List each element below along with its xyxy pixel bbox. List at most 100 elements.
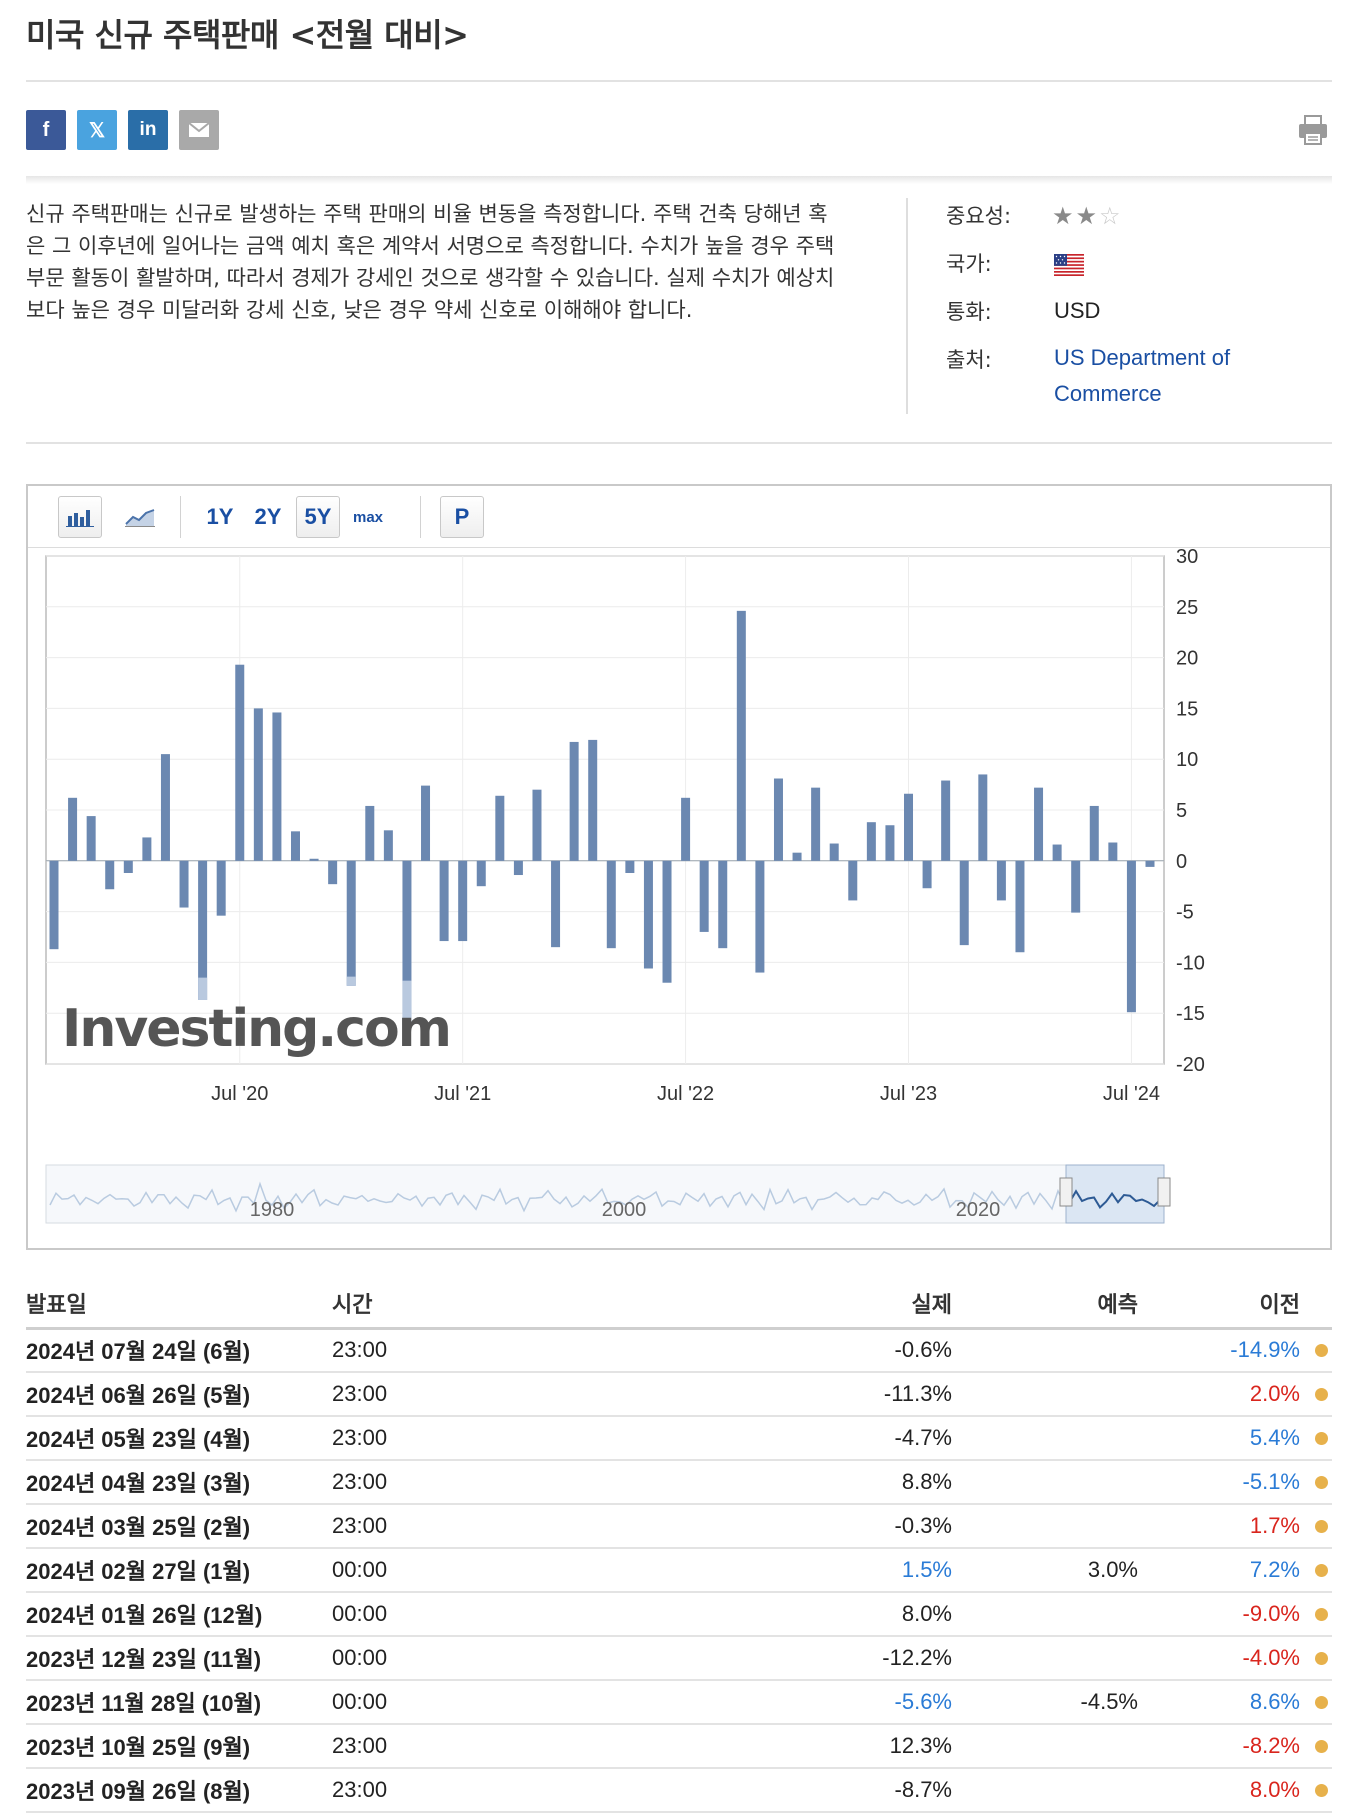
table-row: 2023년 09월 26일 (8월) 23:00 -8.7% 8.0% [26, 1768, 1332, 1813]
facebook-icon[interactable]: f [26, 110, 66, 150]
previous-cell: 1.7% [1138, 1504, 1300, 1549]
chart-bar[interactable] [49, 860, 59, 950]
chart-bar[interactable] [365, 805, 375, 861]
chart-bar[interactable] [495, 795, 505, 861]
chart-toolbar: 1Y 2Y 5Y max P [28, 486, 1330, 548]
chart-bar[interactable] [216, 860, 226, 916]
chart-navigator[interactable]: 1980 2000 2020 [45, 1164, 1171, 1224]
header-release-date[interactable]: 발표일 [26, 1280, 332, 1330]
chart-bar[interactable] [1108, 842, 1118, 861]
chart-bar[interactable] [588, 739, 598, 861]
chart-bar[interactable] [662, 860, 672, 983]
chart-bar[interactable] [885, 825, 895, 861]
chart-bar[interactable] [421, 785, 431, 861]
navigator-left-handle[interactable] [1059, 1177, 1073, 1207]
chart-bar[interactable] [458, 860, 468, 942]
chart-bar[interactable] [160, 754, 170, 861]
chart-bar[interactable] [792, 852, 802, 861]
linkedin-icon[interactable]: in [128, 110, 168, 150]
chart-bar[interactable] [643, 860, 653, 969]
revision-dot-icon[interactable] [1315, 1696, 1328, 1709]
chart-bar[interactable] [1071, 860, 1081, 913]
chart-bar[interactable] [848, 860, 858, 901]
print-icon[interactable] [1298, 114, 1328, 146]
twitter-icon[interactable]: 𝕏 [77, 110, 117, 150]
chart-bar[interactable] [699, 860, 709, 932]
chart-bar[interactable] [235, 664, 245, 861]
chart-bar[interactable] [551, 860, 561, 948]
chart-bar[interactable] [290, 831, 300, 861]
revision-dot-icon[interactable] [1315, 1432, 1328, 1445]
chart-bar[interactable] [606, 860, 616, 949]
bar-chart-icon[interactable] [58, 496, 102, 538]
forecast-cell [952, 1504, 1138, 1549]
chart-bar[interactable] [718, 860, 728, 949]
chart-bar[interactable] [1089, 805, 1099, 861]
chart-bar[interactable] [272, 712, 282, 861]
revision-dot-icon[interactable] [1315, 1520, 1328, 1533]
range-max-button[interactable]: max [352, 508, 384, 526]
header-time[interactable]: 시간 [332, 1280, 652, 1330]
header-previous[interactable]: 이전 [1138, 1280, 1300, 1330]
revision-dot-icon[interactable] [1315, 1784, 1328, 1797]
area-chart-icon[interactable] [118, 496, 162, 538]
range-2y-button[interactable]: 2Y [254, 504, 282, 529]
revision-dot-icon[interactable] [1315, 1344, 1328, 1358]
chart-bar[interactable] [569, 741, 579, 861]
range-5y-button[interactable]: 5Y [296, 496, 340, 538]
chart-bar[interactable] [532, 789, 542, 861]
chart-bar[interactable] [198, 860, 208, 1000]
navigator-right-handle[interactable] [1157, 1177, 1171, 1207]
chart-bar[interactable] [1015, 860, 1025, 953]
revision-dot-icon[interactable] [1315, 1740, 1328, 1753]
revision-dot-icon[interactable] [1315, 1608, 1328, 1621]
chart-bar[interactable] [736, 610, 746, 861]
chart-bar[interactable] [773, 778, 783, 861]
chart-bar[interactable] [959, 860, 969, 946]
chart-bar[interactable] [179, 860, 189, 908]
title-divider [26, 80, 1332, 82]
chart-bar[interactable] [904, 793, 914, 861]
chart-bar[interactable] [309, 858, 319, 861]
chart-bar[interactable] [941, 780, 951, 861]
chart-bar[interactable] [253, 708, 263, 861]
chart-bar[interactable] [86, 816, 96, 861]
chart-bar[interactable] [681, 797, 691, 861]
chart-bar[interactable] [513, 860, 523, 876]
chart-bar[interactable] [978, 774, 988, 861]
header-actual[interactable]: 실제 [652, 1280, 952, 1330]
chart-container: 1Y 2Y 5Y max P 30 25 20 15 10 5 0 -5 -10 -15 -20 J… [26, 484, 1332, 1250]
chart-bar[interactable] [142, 837, 152, 861]
chart-bar[interactable] [1034, 787, 1044, 861]
chart-bar[interactable] [1145, 860, 1155, 867]
revision-dot-icon[interactable] [1315, 1476, 1328, 1489]
chart-bar[interactable] [996, 860, 1006, 901]
chart-bar[interactable] [105, 860, 115, 890]
navigator-selection[interactable] [1065, 1164, 1165, 1224]
chart-bar[interactable] [866, 822, 876, 861]
chart-bar[interactable] [922, 860, 932, 889]
chart-bar[interactable] [1126, 860, 1136, 1013]
chart-bar[interactable] [383, 830, 393, 861]
chart-bar[interactable] [123, 860, 133, 873]
chart-bar[interactable] [328, 860, 338, 885]
range-1y-button[interactable]: 1Y [206, 504, 234, 529]
chart-bar[interactable] [811, 787, 821, 861]
revision-dot-icon[interactable] [1315, 1652, 1328, 1665]
source-link[interactable]: US Department of Commerce [1054, 345, 1231, 406]
p-button[interactable]: P [440, 496, 484, 538]
chart-bar[interactable] [346, 860, 356, 986]
chart-bar[interactable] [755, 860, 765, 973]
chart-bar[interactable] [439, 860, 449, 942]
revision-dot-icon[interactable] [1315, 1564, 1328, 1577]
chart-bar[interactable] [829, 843, 839, 861]
mail-icon[interactable] [179, 110, 219, 150]
chart-bar[interactable] [1052, 844, 1062, 861]
header-forecast[interactable]: 예측 [952, 1280, 1138, 1330]
chart-bar[interactable] [625, 860, 635, 873]
chart-bar[interactable] [68, 797, 78, 861]
release-date-cell: 2024년 01월 26일 (12월) [26, 1592, 332, 1637]
chart-bar[interactable] [476, 860, 486, 887]
chart-bar[interactable] [402, 860, 412, 1026]
revision-dot-icon[interactable] [1315, 1388, 1328, 1401]
